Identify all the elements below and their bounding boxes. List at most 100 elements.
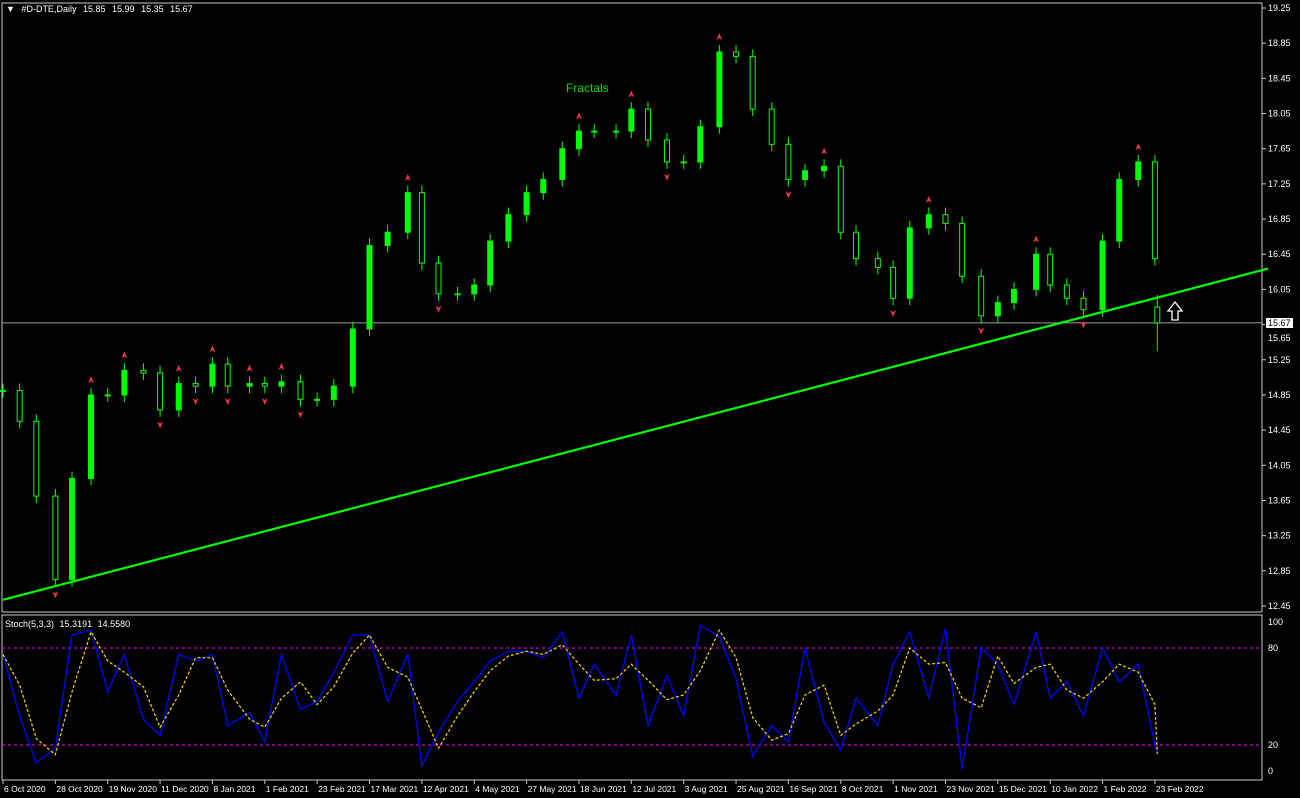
fractal-down-icon bbox=[224, 397, 231, 405]
candle-body bbox=[1080, 297, 1087, 311]
price-tick-label: 14.45 bbox=[1268, 425, 1291, 435]
candle-body bbox=[224, 363, 231, 387]
fractal-up-icon bbox=[1135, 143, 1142, 151]
date-tick-label: 4 May 2021 bbox=[475, 784, 520, 794]
candle-body bbox=[69, 477, 76, 581]
date-tick-label: 3 Aug 2021 bbox=[685, 784, 728, 794]
low-value: 15.35 bbox=[141, 4, 164, 14]
candle-body bbox=[874, 258, 881, 268]
fractal-up-icon bbox=[925, 195, 932, 203]
fractals bbox=[52, 33, 1142, 599]
stoch-pane-border bbox=[1, 614, 1263, 781]
candle-body bbox=[140, 369, 147, 374]
candle-body bbox=[404, 192, 411, 233]
date-tick-label: 17 Mar 2021 bbox=[371, 784, 419, 794]
fractal-down-icon bbox=[890, 310, 897, 317]
price-tick-label: 18.05 bbox=[1268, 109, 1291, 119]
up-arrow-outline-icon[interactable] bbox=[1166, 300, 1184, 321]
stoch-lines bbox=[2, 624, 1158, 770]
candle-body bbox=[314, 398, 321, 401]
last-price-label: 15.67 bbox=[1265, 317, 1294, 329]
fractal-down-icon bbox=[297, 411, 304, 419]
open-value: 15.85 bbox=[82, 4, 106, 14]
candle-body bbox=[487, 240, 494, 286]
stoch-label: Stoch(5,3,3) 15.3191 14.5580 bbox=[5, 619, 133, 629]
date-tick-label: 6 Oct 2020 bbox=[4, 784, 46, 794]
date-tick-label: 8 Oct 2021 bbox=[842, 784, 884, 794]
date-tick-label: 10 Jan 2022 bbox=[1051, 784, 1098, 794]
stoch-tick-label: 0 bbox=[1268, 766, 1273, 776]
price-tick-label: 18.45 bbox=[1268, 73, 1291, 83]
date-tick-label: 12 Jul 2021 bbox=[632, 784, 676, 794]
date-tick-label: 18 Jun 2021 bbox=[580, 784, 627, 794]
stoch-tick-label: 80 bbox=[1268, 643, 1278, 653]
candle-body bbox=[644, 108, 651, 141]
date-tick-label: 11 Dec 2020 bbox=[161, 784, 209, 794]
fractal-down-icon bbox=[435, 305, 442, 313]
fractal-down-icon bbox=[192, 397, 199, 405]
candle-body bbox=[978, 275, 985, 317]
candle-body bbox=[768, 108, 775, 145]
fractal-down-icon bbox=[157, 421, 164, 429]
candle-body bbox=[821, 165, 828, 172]
trendline[interactable] bbox=[2, 267, 1269, 601]
date-tick-label: 1 Feb 2021 bbox=[266, 784, 309, 794]
candle-body bbox=[733, 51, 740, 57]
fractal-up-icon bbox=[821, 147, 828, 155]
candle-body bbox=[1116, 178, 1123, 242]
stoch-signal-line bbox=[2, 628, 1158, 756]
price-tick-label: 14.85 bbox=[1268, 390, 1291, 400]
stoch-main-value: 15.3191 bbox=[59, 619, 93, 629]
candle-body bbox=[454, 293, 461, 296]
candle-body bbox=[278, 381, 285, 387]
fractal-up-icon bbox=[88, 376, 95, 384]
price-tick-label: 16.45 bbox=[1268, 249, 1291, 259]
candle-body bbox=[785, 143, 792, 180]
candle-body bbox=[1135, 161, 1142, 180]
fractal-down-icon bbox=[664, 173, 671, 181]
candle-body bbox=[1099, 240, 1106, 311]
date-axis: 6 Oct 2020 28 Oct 2020 19 Nov 2020 11 Dec 2… bbox=[2, 780, 1204, 794]
symbol-label: #D-DTE,Daily bbox=[21, 4, 77, 14]
fractal-up-icon bbox=[716, 33, 723, 41]
chart-frame bbox=[1, 2, 1263, 781]
candle-body bbox=[523, 192, 530, 216]
stoch-axis: 100 80 20 0 bbox=[1268, 617, 1283, 776]
candle-body bbox=[925, 214, 932, 229]
chart-header: ▼ #D-DTE,Daily 15.85 15.99 15.35 15.67 bbox=[6, 4, 197, 14]
candle-body bbox=[716, 51, 723, 128]
candle-body bbox=[104, 394, 111, 397]
candle-body bbox=[88, 394, 95, 479]
price-tick-label: 18.85 bbox=[1268, 38, 1291, 48]
date-tick-label: 16 Sep 2021 bbox=[789, 784, 837, 794]
candle-body bbox=[959, 222, 966, 277]
candles bbox=[0, 44, 1161, 587]
fractal-up-icon bbox=[1033, 235, 1040, 243]
price-tick-label: 16.85 bbox=[1268, 214, 1291, 224]
triangle-down-icon[interactable]: ▼ bbox=[6, 4, 15, 14]
fractal-up-icon bbox=[404, 173, 411, 181]
date-tick-label: 23 Feb 2021 bbox=[318, 784, 366, 794]
candle-body bbox=[121, 369, 128, 396]
price-tick-label: 12.85 bbox=[1268, 566, 1291, 576]
candle-body bbox=[330, 385, 337, 400]
candle-body bbox=[209, 363, 216, 387]
candle-body bbox=[906, 227, 913, 299]
candle-body bbox=[52, 495, 59, 581]
date-tick-label: 27 May 2021 bbox=[528, 784, 577, 794]
candle-body bbox=[435, 262, 442, 295]
price-tick-label: 13.25 bbox=[1268, 531, 1291, 541]
stoch-tick-label: 20 bbox=[1268, 740, 1278, 750]
stoch-main-line bbox=[2, 624, 1158, 770]
candle-body bbox=[384, 231, 391, 246]
candle-body bbox=[853, 231, 860, 260]
candle-body bbox=[749, 55, 756, 110]
main-pane-border bbox=[1, 2, 1263, 613]
candle-body bbox=[192, 383, 199, 387]
date-tick-label: 1 Feb 2022 bbox=[1104, 784, 1147, 794]
fractal-up-icon bbox=[121, 351, 128, 359]
fractal-up-icon bbox=[175, 364, 182, 372]
candle-body bbox=[1063, 284, 1070, 299]
candle-body bbox=[802, 170, 809, 180]
